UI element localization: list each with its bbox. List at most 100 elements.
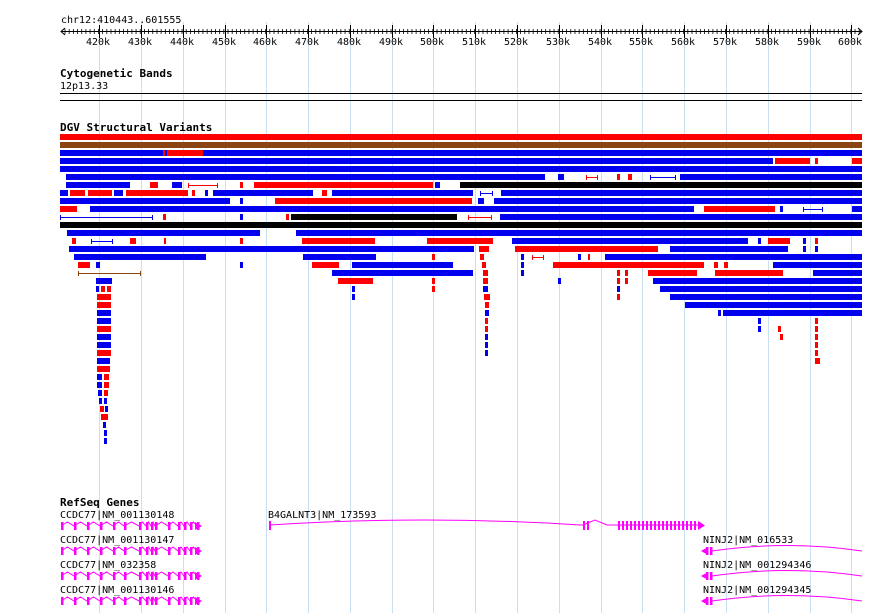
variant-bar[interactable] — [104, 438, 107, 444]
variant-bar[interactable] — [60, 198, 230, 204]
variant-bar[interactable] — [432, 286, 435, 292]
variant-bar[interactable] — [291, 214, 457, 220]
ccdc77-exon[interactable] — [155, 547, 158, 555]
variant-bar[interactable] — [815, 246, 818, 252]
variant-bar[interactable] — [60, 142, 862, 148]
ccdc77-exon[interactable] — [87, 597, 90, 605]
ninj2-exon[interactable] — [706, 547, 709, 555]
variant-bar[interactable] — [617, 174, 620, 180]
variant-bar[interactable] — [130, 238, 136, 244]
ccdc77-exon[interactable] — [151, 572, 154, 580]
variant-bar[interactable] — [97, 374, 102, 380]
ninj2-exon[interactable] — [710, 547, 713, 555]
ccdc77-exon[interactable] — [74, 572, 77, 580]
variant-bar[interactable] — [625, 270, 628, 276]
variant-bar[interactable] — [773, 262, 862, 268]
variant-bar[interactable] — [617, 278, 620, 284]
variant-bar[interactable] — [164, 238, 166, 244]
b4galnt3-exon[interactable] — [587, 521, 589, 530]
variant-bar[interactable] — [617, 294, 620, 300]
variant-bar[interactable] — [494, 198, 862, 204]
variant-bar[interactable] — [558, 278, 561, 284]
ccdc77-exon[interactable] — [124, 522, 127, 530]
variant-bar[interactable] — [172, 182, 182, 188]
ccdc77-exon[interactable] — [190, 522, 193, 530]
variant-bar[interactable] — [813, 270, 862, 276]
variant-bar[interactable] — [97, 358, 110, 364]
variant-bar[interactable] — [96, 262, 100, 268]
variant-bar[interactable] — [104, 398, 107, 404]
variant-bar[interactable] — [60, 190, 68, 196]
variant-bar[interactable] — [427, 238, 493, 244]
variant-bar[interactable] — [97, 302, 111, 308]
variant-bar[interactable] — [312, 262, 339, 268]
variant-bar[interactable] — [72, 238, 76, 244]
ccdc77-exon[interactable] — [190, 597, 193, 605]
ccdc77-intron-line[interactable] — [60, 520, 198, 528]
variant-bar[interactable] — [352, 286, 355, 292]
variant-bar[interactable] — [521, 254, 524, 260]
variant-bar[interactable] — [758, 238, 761, 244]
variant-bar[interactable] — [101, 414, 108, 420]
variant-bar[interactable] — [483, 286, 488, 292]
ccdc77-exon[interactable] — [178, 547, 181, 555]
variant-bar[interactable] — [778, 326, 781, 332]
ccdc77-exon[interactable] — [178, 522, 181, 530]
refseq-genes[interactable] — [0, 513, 890, 613]
variant-bar[interactable] — [680, 174, 862, 180]
ccdc77-exon[interactable] — [113, 572, 116, 580]
variant-bar[interactable] — [97, 310, 111, 316]
variant-bar[interactable] — [104, 374, 109, 380]
ccdc77-exon[interactable] — [139, 522, 142, 530]
ccdc77-exon[interactable] — [146, 547, 149, 555]
b4galnt3-exon[interactable] — [583, 521, 585, 530]
variant-bar[interactable] — [104, 430, 107, 436]
variant-bar[interactable] — [97, 342, 111, 348]
variant-bar[interactable] — [70, 190, 85, 196]
variant-bar[interactable] — [715, 270, 783, 276]
variant-bar[interactable] — [501, 190, 862, 196]
variant-bar[interactable] — [332, 190, 473, 196]
variant-bar[interactable] — [60, 158, 773, 164]
variant-bar[interactable] — [460, 182, 862, 188]
variant-bar[interactable] — [240, 182, 243, 188]
variant-bar[interactable] — [723, 310, 862, 316]
ccdc77-exon[interactable] — [184, 522, 187, 530]
b4galnt3-exon[interactable] — [269, 521, 271, 530]
ccdc77-exon[interactable] — [87, 572, 90, 580]
variant-bar[interactable] — [480, 254, 484, 260]
ccdc77-exon[interactable] — [124, 547, 127, 555]
variant-bar[interactable] — [485, 334, 488, 340]
ccdc77-exon[interactable] — [178, 572, 181, 580]
variant-bar[interactable] — [96, 278, 112, 284]
ccdc77-exon[interactable] — [139, 572, 142, 580]
variant-bar[interactable] — [97, 326, 111, 332]
ccdc77-exon[interactable] — [61, 547, 64, 555]
variant-bar[interactable] — [758, 326, 761, 332]
variant-bar[interactable] — [60, 150, 862, 156]
variant-bar[interactable] — [74, 254, 206, 260]
variant-bar[interactable] — [163, 150, 165, 156]
variant-bar[interactable] — [254, 182, 433, 188]
ccdc77-exon[interactable] — [61, 572, 64, 580]
variant-bar[interactable] — [88, 190, 112, 196]
variant-bar[interactable] — [97, 294, 111, 300]
variant-bar[interactable] — [714, 262, 718, 268]
variant-bar[interactable] — [558, 174, 564, 180]
ccdc77-exon[interactable] — [146, 522, 149, 530]
variant-bar[interactable] — [617, 286, 620, 292]
variant-bar[interactable] — [213, 190, 313, 196]
variant-bar[interactable] — [775, 158, 810, 164]
variant-bar[interactable] — [302, 238, 375, 244]
variant-bar[interactable] — [852, 206, 862, 212]
variant-bar[interactable] — [521, 262, 524, 268]
variant-bar[interactable] — [60, 166, 862, 172]
variant-bar[interactable] — [724, 262, 728, 268]
ccdc77-intron-line[interactable] — [60, 595, 198, 603]
variant-bar[interactable] — [66, 182, 130, 188]
ninj2-exon[interactable] — [710, 572, 713, 580]
variant-bar[interactable] — [103, 422, 106, 428]
variant-bar[interactable] — [605, 254, 862, 260]
b4galnt3-intron-line[interactable] — [269, 519, 617, 526]
variant-bar[interactable] — [167, 150, 203, 156]
